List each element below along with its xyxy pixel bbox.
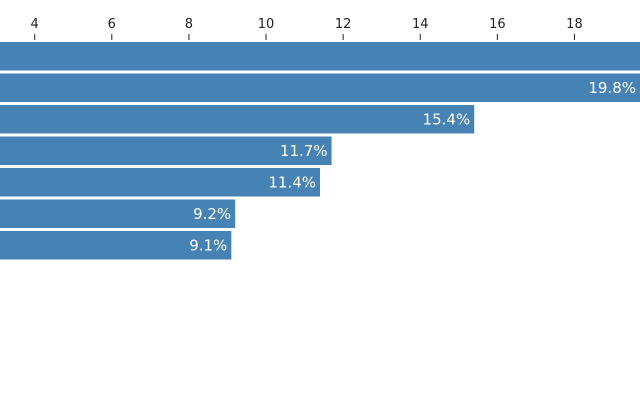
x-tick-label: 18 bbox=[566, 17, 583, 32]
bar-value-label: 9.2% bbox=[193, 205, 231, 223]
bar-value-label: 9.1% bbox=[189, 236, 227, 254]
bar bbox=[0, 168, 320, 197]
bar bbox=[0, 105, 475, 134]
x-tick-label: 4 bbox=[31, 17, 39, 32]
bar-value-label: 11.4% bbox=[268, 173, 316, 191]
bar bbox=[0, 73, 640, 102]
x-tick-label: 16 bbox=[489, 17, 506, 32]
bar-value-label: 15.4% bbox=[423, 110, 471, 128]
bar bbox=[0, 42, 640, 71]
data-labels: 19.8% 15.4% 11.7% 11.4% 9.2% 9.1% bbox=[189, 79, 636, 255]
x-tick-label: 14 bbox=[412, 17, 429, 32]
bar-value-label: 11.7% bbox=[280, 142, 328, 160]
x-tick-label: 10 bbox=[258, 17, 275, 32]
x-tick-label: 6 bbox=[108, 17, 116, 32]
bar bbox=[0, 231, 232, 260]
bars bbox=[0, 42, 640, 260]
x-tick-label: 8 bbox=[185, 17, 193, 32]
x-tick-label: 12 bbox=[335, 17, 352, 32]
bar bbox=[0, 199, 236, 228]
x-axis: 4 6 8 10 12 14 16 18 bbox=[31, 17, 583, 40]
bar-value-label: 19.8% bbox=[588, 79, 636, 97]
bar bbox=[0, 136, 332, 165]
